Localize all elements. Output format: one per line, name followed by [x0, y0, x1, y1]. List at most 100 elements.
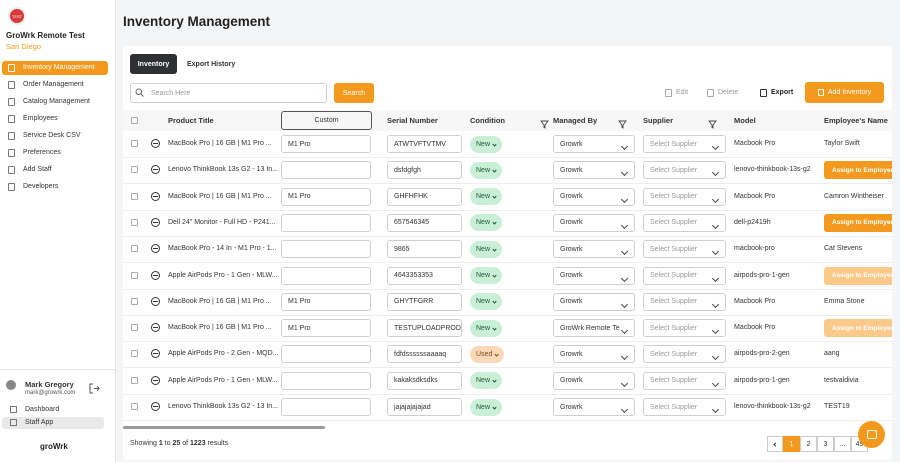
condition-pill[interactable]: New — [470, 319, 503, 337]
action-button[interactable]: Edit — [676, 89, 689, 96]
collapse-icon[interactable] — [151, 349, 160, 359]
supplier-select[interactable]: Select Supplier — [643, 292, 726, 311]
custom-input[interactable] — [281, 213, 371, 232]
checkbox[interactable] — [131, 376, 138, 384]
managed-by-select[interactable]: Growrk — [553, 345, 635, 364]
custom-input[interactable] — [281, 266, 371, 285]
checkbox[interactable] — [131, 297, 138, 305]
collapse-icon[interactable] — [151, 244, 160, 254]
assign-button[interactable]: Assign to Employee — [824, 161, 892, 180]
collapse-icon[interactable] — [151, 270, 160, 280]
nav-item[interactable]: Add Staff — [23, 166, 52, 173]
serial-input[interactable]: dsfdgfgh — [387, 161, 462, 180]
nav-item[interactable]: Preferences — [23, 149, 61, 156]
serial-input[interactable]: 4643353353 — [387, 266, 462, 285]
managed-by-select[interactable]: Growrk — [553, 213, 635, 232]
page-button[interactable]: 3 — [817, 436, 834, 452]
collapse-icon[interactable] — [151, 165, 160, 175]
collapse-icon[interactable] — [151, 323, 160, 333]
nav-item[interactable]: Inventory Management — [23, 64, 95, 71]
serial-input[interactable]: GHFHFHK — [387, 187, 462, 206]
supplier-select[interactable]: Select Supplier — [643, 319, 726, 338]
managed-by-select[interactable]: Growrk — [553, 187, 635, 206]
assign-button[interactable]: Assign to Employee — [824, 213, 892, 232]
serial-input[interactable]: 657546345 — [387, 213, 462, 232]
managed-by-select[interactable]: Growrk — [553, 371, 635, 390]
supplier-select[interactable]: Select Supplier — [643, 187, 726, 206]
condition-pill[interactable]: New — [470, 240, 503, 258]
serial-input[interactable]: TESTUPLOADPRODU — [387, 319, 462, 338]
managed-by-select[interactable]: Growrk — [553, 398, 635, 416]
supplier-select[interactable]: Select Supplier — [643, 371, 726, 390]
checkbox[interactable] — [131, 140, 138, 147]
checkbox[interactable] — [131, 218, 138, 226]
condition-pill[interactable]: New — [470, 398, 503, 416]
condition-pill[interactable]: New — [470, 214, 503, 232]
link-item[interactable]: Dashboard — [25, 406, 60, 413]
custom-input[interactable]: M1 Pro — [281, 292, 371, 311]
tab[interactable]: Export History — [187, 60, 236, 68]
condition-pill[interactable]: New — [470, 161, 503, 179]
supplier-select[interactable]: Select Supplier — [643, 398, 726, 416]
supplier-select[interactable]: Select Supplier — [643, 345, 726, 364]
serial-input[interactable]: ATWTVFTVTMV — [387, 135, 462, 153]
condition-pill[interactable]: New — [470, 293, 503, 311]
custom-input[interactable] — [281, 345, 371, 364]
serial-input[interactable]: kakaksdksdks — [387, 371, 462, 390]
serial-input[interactable]: GHYTFGRR — [387, 292, 462, 311]
collapse-icon[interactable] — [151, 402, 160, 411]
condition-pill[interactable]: New — [470, 135, 503, 153]
checkbox[interactable] — [131, 324, 138, 332]
collapse-icon[interactable] — [151, 191, 160, 201]
checkbox[interactable] — [131, 117, 138, 124]
chat-button[interactable] — [858, 421, 885, 448]
filter-icon[interactable] — [708, 116, 717, 129]
checkbox[interactable] — [131, 166, 138, 174]
nav-item[interactable]: Catalog Management — [23, 98, 90, 105]
managed-by-select[interactable]: Growrk — [553, 135, 635, 153]
search-input[interactable]: Search Here — [130, 83, 327, 103]
nav-item[interactable]: Service Desk CSV — [23, 132, 81, 139]
condition-pill[interactable]: New — [470, 372, 503, 390]
add-inventory-button[interactable]: Add Inventory — [805, 82, 884, 103]
managed-by-select[interactable]: Growrk — [553, 240, 635, 259]
serial-input[interactable]: 9865 — [387, 240, 462, 259]
managed-by-select[interactable]: GroWrk Remote Te — [553, 319, 635, 338]
nav-item[interactable]: Order Management — [23, 81, 84, 88]
custom-input[interactable] — [281, 161, 371, 180]
link-item[interactable]: Staff App — [25, 419, 54, 426]
collapse-icon[interactable] — [151, 217, 160, 227]
collapse-icon[interactable] — [151, 139, 160, 148]
supplier-select[interactable]: Select Supplier — [643, 266, 726, 285]
assign-button[interactable]: Assign to Employee — [824, 319, 892, 338]
condition-pill[interactable]: Used — [470, 345, 505, 363]
condition-pill[interactable]: New — [470, 188, 503, 206]
custom-input[interactable]: M1 Pro — [281, 187, 371, 206]
checkbox[interactable] — [131, 350, 138, 358]
managed-by-select[interactable]: Growrk — [553, 292, 635, 311]
action-button[interactable]: Delete — [718, 89, 739, 96]
serial-input[interactable]: fdfdssssssaaaaq — [387, 345, 462, 364]
nav-item[interactable]: Developers — [23, 183, 59, 190]
supplier-select[interactable]: Select Supplier — [643, 213, 726, 232]
managed-by-select[interactable]: Growrk — [553, 266, 635, 285]
filter-icon[interactable] — [618, 116, 627, 129]
page-button[interactable]: 2 — [800, 436, 817, 452]
custom-input[interactable] — [281, 371, 371, 390]
action-button[interactable]: Export — [771, 89, 794, 96]
custom-input[interactable]: M1 Pro — [281, 319, 371, 338]
page-button[interactable]: ... — [834, 436, 851, 452]
nav-item[interactable]: Employees — [23, 115, 58, 122]
custom-input[interactable] — [281, 398, 371, 416]
collapse-icon[interactable] — [151, 375, 160, 385]
condition-pill[interactable]: New — [470, 267, 503, 284]
checkbox[interactable] — [131, 192, 138, 200]
tab[interactable]: Inventory — [130, 54, 177, 74]
assign-button[interactable]: Assign to Employee — [824, 266, 892, 285]
custom-input[interactable] — [281, 240, 371, 259]
serial-input[interactable]: jajajajajajad — [387, 398, 462, 416]
supplier-select[interactable]: Select Supplier — [643, 135, 726, 153]
page-button[interactable]: 1 — [783, 436, 800, 452]
checkbox[interactable] — [131, 271, 138, 279]
supplier-select[interactable]: Select Supplier — [643, 240, 726, 259]
